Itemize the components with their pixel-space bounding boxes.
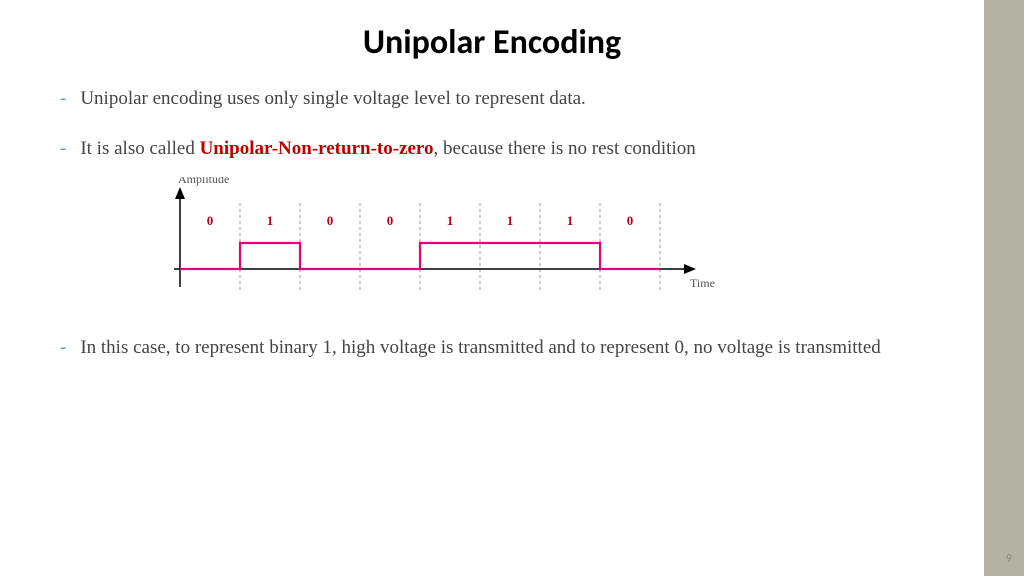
page-number: 9 [1006, 552, 1012, 566]
bullet-item: - Unipolar encoding uses only single vol… [60, 81, 924, 117]
svg-text:0: 0 [387, 213, 394, 228]
svg-text:1: 1 [447, 213, 454, 228]
svg-text:1: 1 [567, 213, 574, 228]
bullet-item: - It is also called Unipolar-Non-return-… [60, 131, 924, 167]
bullet-text: In this case, to represent binary 1, hig… [80, 330, 924, 366]
encoding-chart: Amplitude Time 0 1 0 0 1 1 1 0 [140, 177, 924, 320]
svg-text:Amplitude: Amplitude [178, 177, 229, 186]
bullet-text-pre: It is also called [80, 138, 199, 159]
bullet-text-post: , because there is no rest condition [434, 138, 696, 159]
bullet-text: Unipolar encoding uses only single volta… [80, 81, 924, 117]
chart-svg: Amplitude Time 0 1 0 0 1 1 1 0 [140, 177, 730, 307]
sidebar-strip [984, 0, 1024, 576]
bullet-dash: - [60, 131, 66, 167]
svg-text:1: 1 [507, 213, 514, 228]
page-title: Unipolar Encoding [60, 22, 924, 63]
highlight-term: Unipolar-Non-return-to-zero [200, 138, 434, 159]
bullet-dash: - [60, 330, 66, 366]
svg-text:0: 0 [627, 213, 634, 228]
svg-text:1: 1 [267, 213, 274, 228]
bullet-dash: - [60, 81, 66, 117]
bullet-text: It is also called Unipolar-Non-return-to… [80, 131, 924, 167]
svg-text:Time: Time [690, 276, 715, 290]
svg-text:0: 0 [327, 213, 334, 228]
bullet-list: - Unipolar encoding uses only single vol… [60, 81, 924, 366]
slide: Unipolar Encoding - Unipolar encoding us… [0, 0, 984, 576]
bullet-item: - In this case, to represent binary 1, h… [60, 330, 924, 366]
svg-text:0: 0 [207, 213, 214, 228]
